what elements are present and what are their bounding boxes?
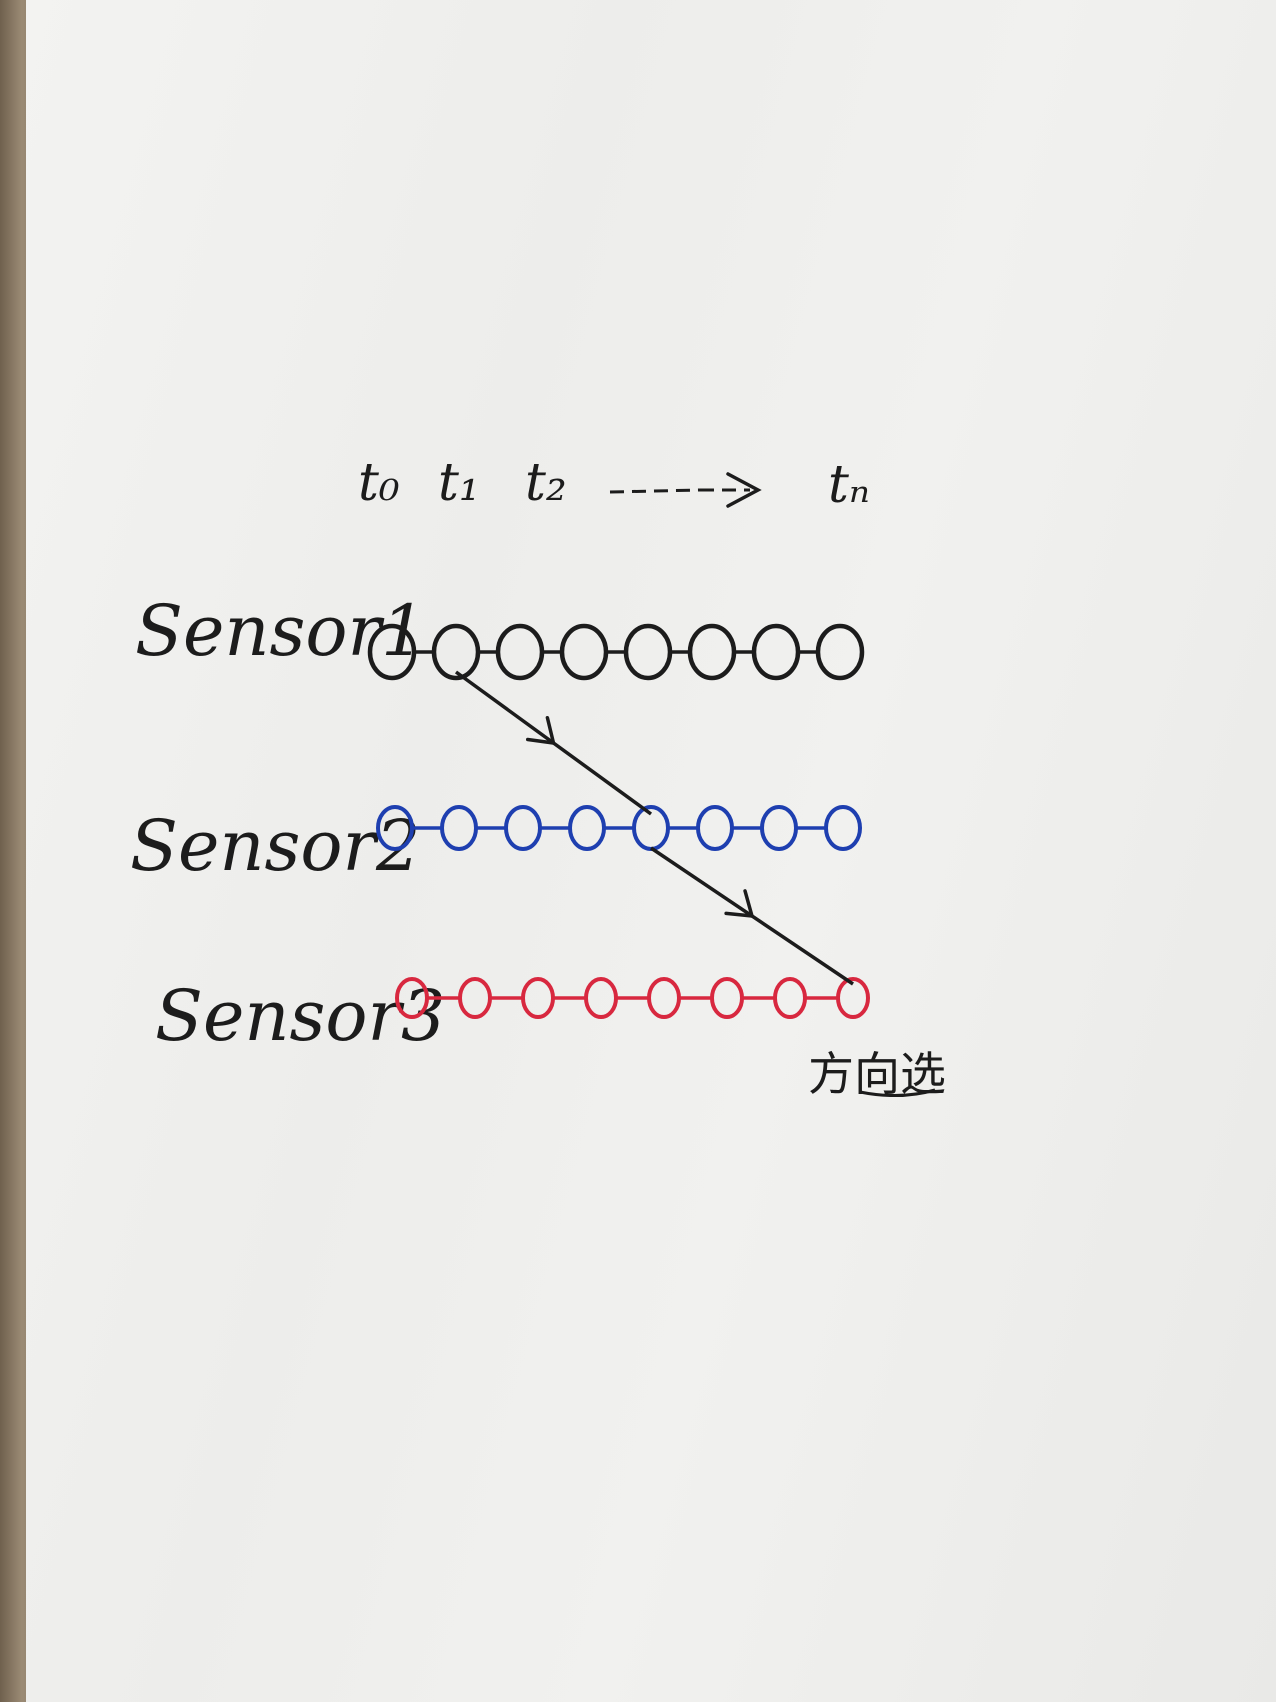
sensor-1-node-3: [495, 623, 545, 681]
sensor-3-node-2: [458, 977, 492, 1019]
sensor-chain-3: [395, 977, 870, 1019]
sensor-1-node-5: [623, 623, 673, 681]
time-dash-arrow: [609, 488, 750, 494]
sensor-chain-1: [367, 623, 865, 681]
sensor-2-node-4: [568, 805, 606, 851]
sensor-3-node-4: [584, 977, 618, 1019]
time-axis: t₀ t₁ t₂ tₙ: [358, 453, 870, 515]
time-label-t1: t₁: [438, 453, 480, 513]
sensor-3-node-8: [836, 977, 870, 1019]
sensor-2-node-7: [760, 805, 798, 851]
time-label-tn: tₙ: [828, 455, 870, 515]
sensor-1-node-4: [559, 623, 609, 681]
sensor-3-node-5: [647, 977, 681, 1019]
sensor-3-node-6: [710, 977, 744, 1019]
sensor-label-3: Sensor3: [155, 975, 446, 1057]
sensor-1-node-7: [751, 623, 801, 681]
sensor-1-node-8: [815, 623, 865, 681]
cross-link-arrowhead-2: [724, 889, 755, 918]
sensor-label-2: Sensor2: [130, 805, 421, 887]
sensor-1-node-2: [431, 623, 481, 681]
sensor-2-node-3: [504, 805, 542, 851]
sensor-2-node-6: [696, 805, 734, 851]
annotation-underline: [859, 1088, 936, 1098]
time-label-t0: t₀: [358, 453, 400, 513]
sensor-3-node-3: [521, 977, 555, 1019]
cross-link-arrowhead-1: [525, 715, 556, 746]
sensor-2-node-8: [824, 805, 862, 851]
sensor-1-node-6: [687, 623, 737, 681]
time-arrowhead: [726, 472, 762, 508]
sensor-3-node-7: [773, 977, 807, 1019]
sensor-2-node-2: [440, 805, 478, 851]
cross-links: [454, 670, 854, 986]
sensor-chains: [367, 623, 870, 1019]
time-label-t2: t₂: [525, 453, 567, 513]
sensor-chain-2: [376, 805, 862, 851]
